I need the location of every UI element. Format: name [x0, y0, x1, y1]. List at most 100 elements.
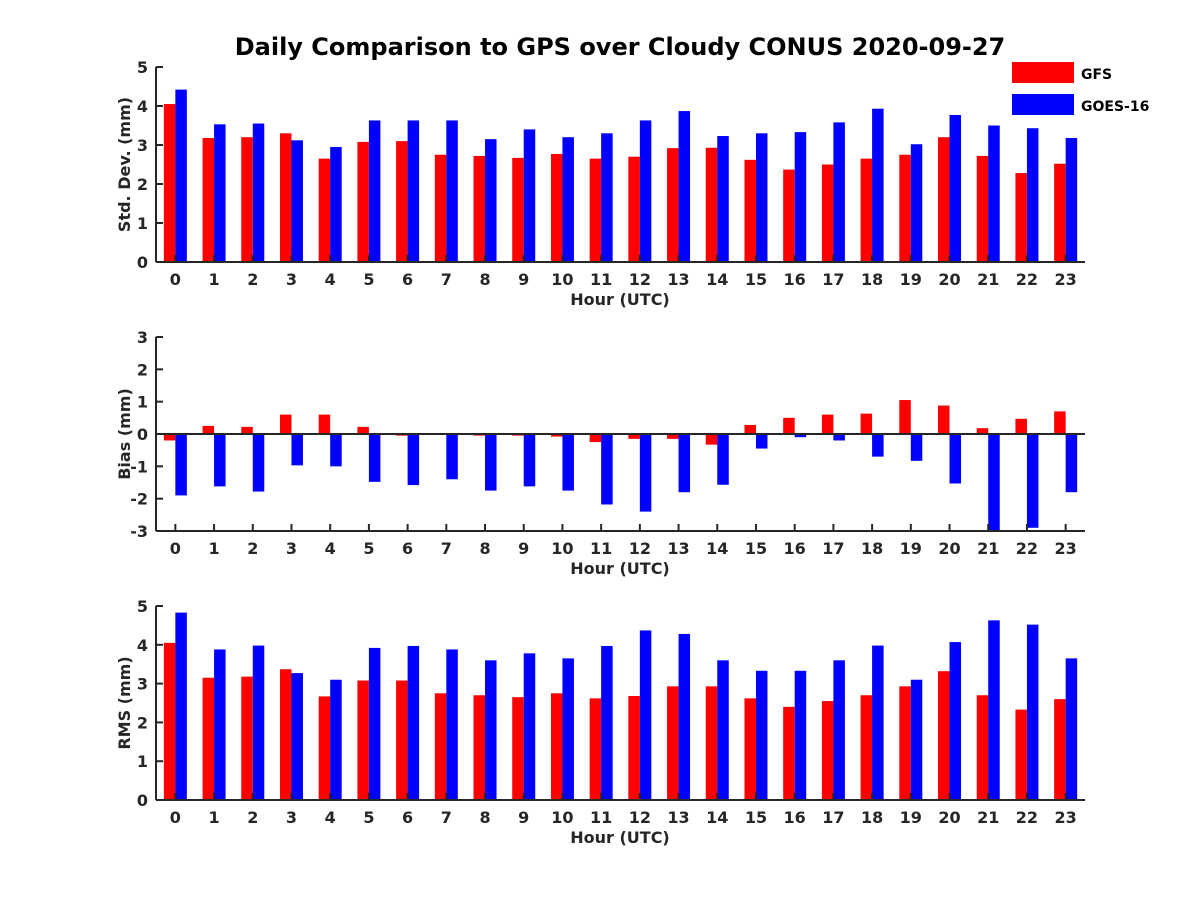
rms-bar-gfs-18: [860, 695, 873, 800]
bias-y-tick-label: 2: [137, 360, 148, 379]
rms-x-tick-label: 12: [629, 808, 651, 827]
rms-bar-goes16-23: [1065, 658, 1078, 800]
std-dev-bar-goes16-21: [988, 125, 1000, 262]
rms-bar-goes16-20: [949, 642, 962, 800]
rms-x-tick-label: 5: [363, 808, 374, 827]
bias-bar-gfs-13: [667, 434, 679, 439]
bias-bar-gfs-22: [1015, 418, 1027, 434]
rms-x-tick-label: 18: [861, 808, 883, 827]
bias-bar-gfs-12: [628, 434, 640, 439]
bias-bar-gfs-10: [550, 434, 563, 437]
std-dev-x-tick-label: 23: [1055, 270, 1077, 289]
bias-bar-goes16-23: [1065, 434, 1078, 493]
std-dev-x-tick-label: 19: [900, 270, 922, 289]
std-dev-x-tick-label: 4: [325, 270, 336, 289]
rms-x-tick-label: 16: [784, 808, 806, 827]
std-dev-bar-goes16-7: [446, 120, 458, 263]
bias-bar-gfs-21: [976, 428, 989, 434]
std-dev-x-tick-label: 11: [590, 270, 612, 289]
std-dev-bar-goes16-1: [214, 124, 226, 262]
std-dev-bar-goes16-5: [368, 120, 381, 263]
rms-y-tick-label: 3: [137, 675, 148, 694]
bias-bar-goes16-8: [485, 434, 497, 491]
std-dev-x-tick-label: 15: [745, 270, 767, 289]
std-dev-bar-goes16-18: [872, 108, 884, 262]
bias-bar-goes16-5: [368, 434, 381, 482]
rms-bar-goes16-4: [330, 679, 342, 800]
rms-bar-gfs-14: [705, 686, 718, 800]
std-dev-x-tick-label: 9: [518, 270, 529, 289]
rms-bar-gfs-13: [667, 686, 679, 800]
bias-y-tick-label: 3: [137, 328, 148, 347]
std-dev-y-tick-label: 5: [137, 58, 148, 77]
rms-x-tick-label: 0: [170, 808, 181, 827]
std-dev-bar-goes16-15: [755, 133, 768, 262]
bias-bar-goes16-4: [330, 434, 342, 467]
rms-bar-gfs-8: [473, 695, 486, 800]
std-dev-bar-gfs-12: [628, 156, 640, 262]
rms-x-tick-label: 7: [441, 808, 452, 827]
bias-bar-goes16-17: [833, 434, 845, 441]
rms-bar-gfs-6: [396, 680, 408, 800]
rms-bar-gfs-0: [163, 642, 176, 800]
std-dev-x-tick-label: 6: [402, 270, 413, 289]
std-dev-bar-gfs-11: [589, 158, 602, 262]
rms-bar-goes16-15: [755, 670, 768, 800]
bias-bar-goes16-7: [446, 434, 458, 480]
std-dev-bar-goes16-19: [910, 144, 923, 262]
bias-x-tick-label: 21: [977, 539, 999, 558]
bias-x-tick-label: 6: [402, 539, 413, 558]
std-dev-y-tick-label: 0: [137, 253, 148, 272]
std-dev-x-tick-label: 1: [208, 270, 219, 289]
rms-bar-goes16-8: [485, 660, 497, 800]
std-dev-bar-gfs-7: [434, 154, 447, 262]
rms-bar-goes16-21: [988, 620, 1000, 800]
bias-x-tick-label: 11: [590, 539, 612, 558]
bias-bar-goes16-10: [562, 434, 574, 491]
std-dev-x-tick-label: 10: [551, 270, 573, 289]
rms-bar-gfs-20: [938, 671, 950, 800]
bias-bar-goes16-21: [988, 434, 1000, 531]
std-dev-x-tick-label: 20: [938, 270, 960, 289]
rms-x-tick-label: 8: [479, 808, 490, 827]
rms-x-axis-label: Hour (UTC): [570, 828, 670, 847]
bias-x-tick-label: 5: [363, 539, 374, 558]
bias-x-tick-label: 22: [1016, 539, 1038, 558]
bias-bar-gfs-18: [860, 413, 873, 434]
bias-x-tick-label: 15: [745, 539, 767, 558]
std-dev-bar-gfs-2: [241, 137, 253, 262]
std-dev-x-tick-label: 5: [363, 270, 374, 289]
std-dev-bar-goes16-13: [678, 111, 691, 262]
bias-bar-gfs-3: [279, 414, 292, 434]
rms-y-tick-label: 4: [137, 636, 148, 655]
rms-x-tick-label: 21: [977, 808, 999, 827]
std-dev-bar-goes16-16: [794, 132, 807, 262]
bias-x-tick-label: 1: [208, 539, 219, 558]
bias-bar-gfs-11: [589, 434, 602, 443]
rms-bar-goes16-19: [910, 679, 923, 800]
bias-bar-gfs-5: [357, 426, 369, 434]
rms-bar-goes16-9: [523, 653, 536, 800]
std-dev-x-tick-label: 0: [170, 270, 181, 289]
bias-y-axis-label: Bias (mm): [115, 388, 134, 480]
bias-y-tick-label: -2: [130, 490, 148, 509]
rms-bar-goes16-11: [601, 645, 613, 800]
bias-x-tick-label: 9: [518, 539, 529, 558]
rms-bar-gfs-15: [744, 698, 756, 800]
rms-bar-gfs-3: [279, 669, 292, 800]
bias-bar-goes16-9: [523, 434, 536, 487]
std-dev-x-tick-label: 13: [667, 270, 689, 289]
bias-x-axis-label: Hour (UTC): [570, 559, 670, 578]
bias-x-tick-label: 12: [629, 539, 651, 558]
bias-bar-gfs-23: [1054, 411, 1066, 434]
std-dev-bar-goes16-17: [833, 122, 845, 262]
bias-x-tick-label: 16: [784, 539, 806, 558]
std-dev-bar-gfs-18: [860, 158, 873, 262]
bias-bar-goes16-18: [872, 434, 884, 457]
bias-x-tick-label: 8: [479, 539, 490, 558]
rms-x-tick-label: 6: [402, 808, 413, 827]
std-dev-bar-gfs-6: [396, 141, 408, 262]
bias-bar-goes16-20: [949, 434, 962, 484]
bias-bar-goes16-19: [910, 434, 923, 461]
